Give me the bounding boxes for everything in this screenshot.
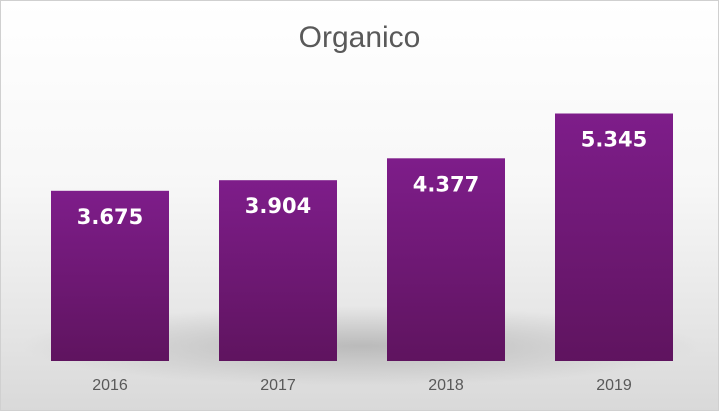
data-label-2016: 3.675 [77,205,143,229]
x-tick-label-2018: 2018 [428,377,464,394]
x-tick-label-2019: 2019 [596,377,632,394]
bar-2017 [219,180,337,361]
chart-title: Organico [298,21,421,54]
bar-2016 [51,190,169,361]
bar-2018 [387,158,505,361]
bars-layer: 3.675 2016 3.904 2017 4.377 2018 5.345 2019 [51,113,673,394]
data-label-2019: 5.345 [581,128,647,152]
data-label-2018: 4.377 [413,172,479,196]
bar-2019 [555,113,673,361]
data-label-2017: 3.904 [245,194,311,218]
floor-shadow [21,306,701,386]
x-tick-label-2016: 2016 [92,377,128,394]
x-tick-label-2017: 2017 [260,377,296,394]
